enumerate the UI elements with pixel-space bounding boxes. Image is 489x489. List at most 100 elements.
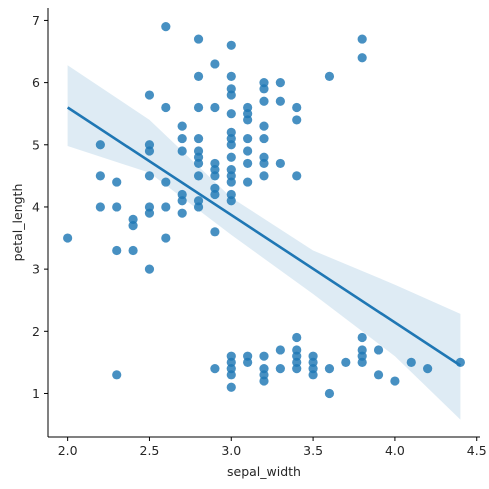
data-point	[292, 364, 302, 374]
y-tick-label: 2	[32, 324, 40, 339]
data-point	[210, 189, 220, 200]
data-point	[63, 233, 73, 243]
data-point	[324, 364, 335, 374]
data-point	[210, 102, 220, 113]
data-point	[226, 196, 236, 206]
scatter-points	[63, 22, 465, 399]
data-point	[210, 171, 220, 181]
data-point	[275, 345, 285, 355]
data-point	[357, 34, 367, 44]
data-point	[193, 158, 204, 169]
data-point	[112, 370, 122, 380]
data-point	[324, 71, 335, 81]
data-point	[144, 146, 155, 156]
data-point	[259, 84, 269, 94]
data-point	[243, 146, 253, 156]
x-axis-label: sepal_width	[227, 464, 301, 479]
data-point	[112, 245, 122, 256]
data-point	[406, 357, 416, 367]
data-point	[226, 140, 236, 150]
data-point	[161, 177, 171, 187]
data-point	[95, 202, 105, 212]
data-point	[144, 90, 155, 100]
data-point	[112, 202, 122, 212]
data-point	[226, 152, 236, 162]
plot-area	[63, 22, 465, 420]
data-point	[161, 22, 171, 32]
data-point	[292, 171, 302, 181]
data-point	[259, 171, 269, 181]
data-point	[95, 171, 105, 181]
data-point	[423, 364, 433, 374]
data-point	[259, 121, 269, 131]
data-point	[177, 146, 187, 156]
y-tick-label: 4	[32, 199, 40, 214]
data-point	[308, 370, 318, 380]
data-point	[161, 233, 171, 243]
data-point	[177, 196, 187, 206]
data-point	[275, 78, 285, 88]
x-tick-label: 4.0	[385, 443, 405, 458]
data-point	[193, 171, 204, 181]
y-tick-label: 3	[32, 262, 40, 277]
data-point	[243, 115, 253, 125]
x-tick-label: 4.5	[467, 443, 487, 458]
data-point	[177, 208, 187, 218]
x-axis-ticks: 2.0 2.5 3.0 3.5 4.0 4.5	[58, 437, 487, 458]
data-point	[243, 158, 253, 169]
data-point	[259, 96, 269, 106]
data-point	[292, 332, 302, 343]
data-point	[193, 202, 204, 212]
data-point	[226, 382, 236, 392]
data-point	[357, 332, 367, 343]
y-axis-ticks: 1 2 3 4 5 6 7	[32, 13, 48, 401]
data-point	[161, 202, 171, 212]
y-tick-label: 7	[32, 13, 40, 28]
data-point	[259, 351, 269, 361]
data-point	[275, 96, 285, 106]
data-point	[226, 40, 236, 50]
data-point	[373, 345, 384, 355]
data-point	[193, 102, 204, 113]
data-point	[275, 158, 285, 169]
data-point	[210, 59, 220, 69]
data-point	[177, 121, 187, 131]
data-point	[259, 133, 269, 144]
data-point	[226, 370, 236, 380]
data-point	[357, 357, 367, 367]
data-point	[292, 102, 302, 113]
data-point	[390, 376, 400, 386]
data-point	[144, 171, 155, 181]
data-point	[226, 177, 236, 187]
y-tick-label: 5	[32, 137, 40, 152]
data-point	[128, 221, 138, 231]
data-point	[292, 115, 302, 125]
x-tick-label: 3.5	[303, 443, 323, 458]
data-point	[226, 71, 236, 81]
data-point	[95, 140, 105, 150]
y-tick-label: 6	[32, 75, 40, 90]
data-point	[193, 133, 204, 144]
data-point	[112, 177, 122, 187]
data-point	[177, 133, 187, 144]
data-point	[193, 71, 204, 81]
x-tick-label: 2.0	[58, 443, 78, 458]
x-tick-label: 3.0	[221, 443, 241, 458]
data-point	[357, 53, 367, 63]
y-axis-label: petal_length	[10, 184, 25, 262]
data-point	[226, 90, 236, 100]
data-point	[341, 357, 351, 367]
data-point	[243, 133, 253, 144]
data-point	[324, 388, 335, 399]
data-point	[373, 370, 384, 380]
data-point	[243, 177, 253, 187]
data-point	[226, 109, 236, 119]
x-tick-label: 2.5	[140, 443, 160, 458]
data-point	[193, 34, 204, 44]
data-point	[275, 364, 285, 374]
data-point	[144, 208, 155, 218]
confidence-band	[67, 65, 461, 420]
data-point	[161, 102, 171, 113]
data-point	[259, 376, 269, 386]
data-point	[144, 264, 155, 274]
